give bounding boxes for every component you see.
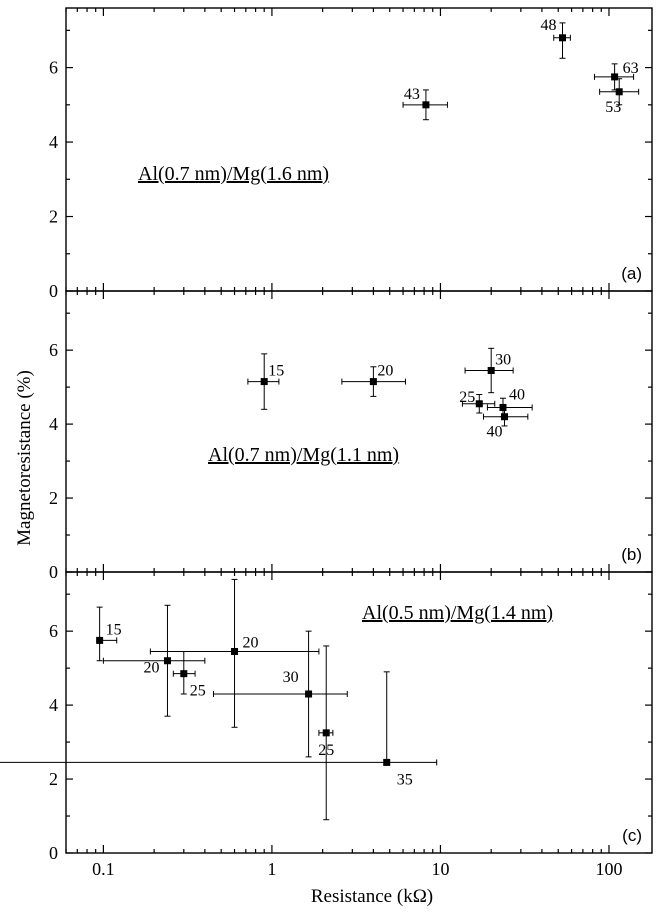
data-label: 25: [190, 683, 206, 700]
point-marker: [559, 34, 567, 42]
point-marker: [231, 647, 239, 655]
panel-0: 0 2 4 6 (a) Al(0.7 nm)/Mg(1.6 nm) 43 48 63 53: [49, 7, 653, 301]
point-marker: [180, 670, 188, 678]
y-tick-label: 4: [49, 414, 58, 434]
data-point: 25: [172, 650, 206, 700]
point-marker: [487, 366, 495, 374]
y-tick-label: 4: [49, 132, 58, 152]
data-point: 40: [486, 386, 533, 418]
data-point: 20: [341, 363, 406, 397]
data-label: 48: [541, 17, 557, 34]
plot-frame: [65, 7, 653, 292]
y-tick-label: 0: [49, 843, 58, 863]
data-label: 25: [318, 742, 334, 759]
data-label: 25: [459, 389, 475, 406]
data-label: 20: [377, 363, 393, 380]
data-point: 30: [464, 347, 514, 394]
panel-label: (a): [621, 264, 642, 283]
y-tick-label: 2: [49, 769, 58, 789]
plot-frame: [65, 290, 653, 573]
point-marker: [369, 378, 377, 386]
data-point: 63: [593, 60, 639, 91]
data-point: 35: [0, 671, 438, 788]
y-tick-label: 2: [49, 207, 58, 227]
data-label: 40: [487, 424, 503, 441]
point-marker: [611, 73, 619, 81]
data-label: 30: [495, 351, 511, 368]
data-point: 53: [599, 78, 640, 116]
point-marker: [305, 690, 313, 698]
data-point: 40: [482, 406, 529, 441]
panel-1: 0 2 4 6 (b) Al(0.7 nm)/Mg(1.1 nm) 15 20 30 25 40 40: [49, 290, 653, 582]
point-marker: [501, 413, 509, 421]
panel-label: (b): [621, 545, 642, 564]
data-point: 20: [149, 578, 320, 728]
data-point: 15: [96, 606, 122, 662]
plot-frame: [65, 571, 653, 854]
x-tick-label: 1: [267, 859, 276, 879]
data-label: 20: [243, 634, 259, 651]
panel-2: 0 2 4 6 0.1 1 10 100(c) Al(0.5 nm)/Mg(1.4 nm) 15 2…: [0, 571, 653, 879]
data-point: 15: [247, 353, 284, 410]
point-marker: [163, 657, 171, 665]
data-label: 43: [404, 86, 420, 103]
data-label: 35: [397, 771, 413, 788]
x-tick-label: 10: [431, 859, 449, 879]
y-tick-label: 2: [49, 488, 58, 508]
x-axis-title: Resistance (kΩ): [311, 886, 433, 907]
point-marker: [615, 88, 623, 96]
panel-label: (c): [622, 826, 642, 845]
point-marker: [322, 729, 330, 737]
data-label: 30: [283, 669, 299, 686]
point-marker: [475, 400, 483, 408]
data-label: 53: [605, 99, 621, 116]
x-tick-label: 0.1: [92, 859, 115, 879]
data-label: 20: [143, 660, 159, 677]
data-point: 30: [212, 630, 348, 758]
data-point: 25: [318, 645, 334, 821]
y-tick-label: 0: [49, 562, 58, 582]
data-label: 15: [106, 621, 122, 638]
data-label: 15: [268, 363, 284, 380]
point-marker: [422, 101, 430, 109]
y-tick-label: 6: [49, 340, 58, 360]
y-tick-label: 0: [49, 281, 58, 301]
y-axis-title: Magnetoresistance (%): [14, 370, 35, 546]
point-marker: [260, 378, 268, 386]
sample-annotation: Al(0.7 nm)/Mg(1.1 nm): [208, 444, 399, 466]
data-label: 63: [623, 60, 639, 77]
data-point: 20: [102, 604, 206, 717]
y-tick-label: 6: [49, 58, 58, 78]
sample-annotation: Al(0.7 nm)/Mg(1.6 nm): [138, 163, 329, 185]
data-point: 25: [459, 389, 496, 414]
sample-annotation: Al(0.5 nm)/Mg(1.4 nm): [362, 602, 553, 624]
data-point: 48: [541, 17, 571, 59]
point-marker: [383, 758, 391, 766]
x-tick-label: 100: [595, 859, 622, 879]
data-label: 40: [509, 386, 525, 403]
y-tick-label: 4: [49, 695, 58, 715]
point-marker: [96, 636, 104, 644]
data-point: 43: [402, 86, 448, 121]
y-tick-label: 6: [49, 621, 58, 641]
